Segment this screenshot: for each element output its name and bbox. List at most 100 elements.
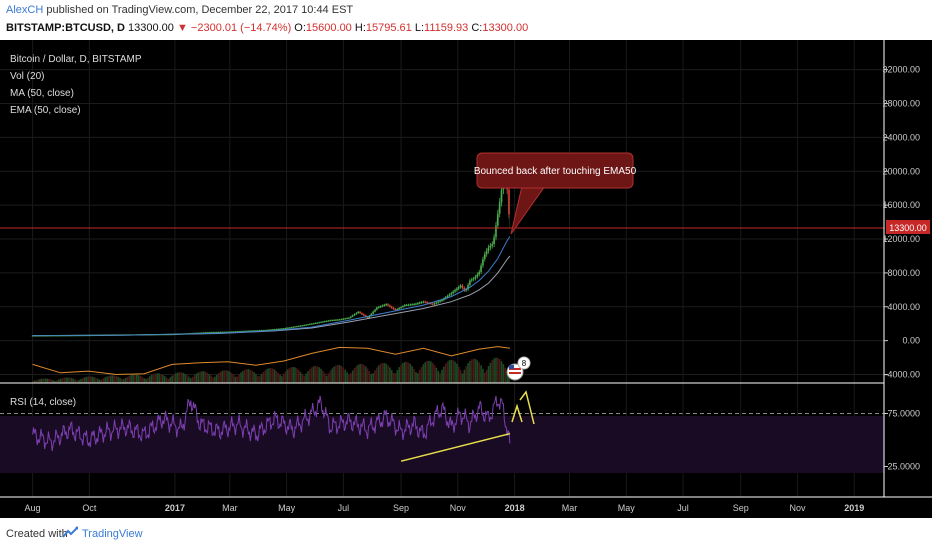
candle-body (497, 213, 499, 226)
volume-bar (33, 380, 36, 383)
volume-bar (394, 373, 397, 383)
volume-bar (167, 378, 170, 383)
candle-body (363, 314, 365, 316)
candle-body (403, 305, 406, 307)
volume-bar (342, 367, 345, 383)
candle-body (359, 311, 361, 314)
candle-body (361, 313, 363, 315)
volume-bar (331, 368, 333, 383)
volume-bar (234, 376, 237, 383)
volume-bar (361, 364, 363, 383)
volume-bar (242, 370, 244, 383)
open-value: 15600.00 (305, 22, 352, 34)
candle-body (342, 318, 345, 320)
candle-body (437, 301, 440, 303)
candle-body (364, 315, 367, 317)
annotation-callout[interactable]: Bounced back after touching EMA50 (474, 152, 637, 235)
candle-body (216, 332, 218, 334)
candle-body (463, 287, 466, 291)
candle-body (338, 319, 341, 321)
candle-body (290, 327, 293, 329)
callout-box[interactable] (476, 152, 634, 189)
volume-bar (264, 370, 266, 383)
legend-vol[interactable]: Vol (20) (10, 71, 44, 82)
volume-bar (338, 365, 341, 383)
candle-body (210, 332, 213, 334)
volume-bar (418, 369, 421, 383)
volume-bar (377, 365, 380, 383)
candle-body (277, 328, 280, 330)
volume-bar (476, 360, 479, 383)
volume-bar (489, 362, 492, 383)
volume-bar (379, 363, 382, 383)
volume-bar (173, 374, 175, 383)
price-tick-label: 24000.00 (882, 132, 920, 142)
volume-bar (288, 368, 291, 383)
candle-body (316, 322, 319, 324)
symbol-label[interactable]: BITSTAMP:BTCUSD, D (6, 22, 125, 34)
volume-bar (290, 367, 293, 383)
axis-labels: 32000.00 28000.00 24000.00 20000.00 16000.00… (25, 65, 920, 513)
candle-body (472, 278, 475, 280)
volume-bar (353, 367, 356, 383)
tradingview-brand[interactable]: TradingView (82, 528, 143, 540)
volume-bar (268, 368, 270, 383)
volume-bar (208, 374, 211, 383)
volume-bar (400, 364, 402, 383)
volume-bar (206, 372, 209, 383)
candle-body (223, 331, 226, 333)
volume-bar (134, 374, 136, 383)
price-tick-label: 16000.00 (882, 200, 920, 210)
legend-rsi[interactable]: RSI (14, close) (10, 397, 76, 408)
volume-bar (467, 363, 469, 383)
volume-bar (199, 371, 201, 383)
candle-body (417, 303, 419, 305)
price-tick-label: 20000.00 (882, 166, 920, 176)
chart-area[interactable]: 32000.00 28000.00 24000.00 20000.00 16000.00… (0, 40, 932, 518)
volume-bar (484, 372, 486, 383)
price-badge-text: 13300.00 (889, 223, 927, 233)
volume-bar (448, 360, 451, 383)
volume-bar (357, 364, 360, 383)
volume-bar (171, 375, 173, 383)
volume-bar (96, 378, 99, 383)
legend-ma[interactable]: MA (50, close) (10, 88, 74, 99)
candle-body (31, 335, 34, 337)
candle-body (348, 317, 350, 319)
volume-bar (91, 376, 93, 383)
volume-bar (376, 367, 378, 383)
published-text: published on TradingView.com, December 2… (46, 4, 354, 16)
candle-body (301, 325, 304, 327)
candle-body (495, 225, 497, 238)
volume-bar (417, 373, 419, 383)
volume-bar (469, 360, 471, 383)
volume-bar (204, 371, 207, 383)
candle-body (379, 306, 382, 308)
volume-bar (238, 374, 240, 383)
candle-body (329, 320, 332, 322)
volume-bar (122, 379, 125, 383)
time-tick-label: Aug (25, 503, 41, 513)
volume-bar (61, 378, 64, 383)
candle-body (377, 306, 380, 308)
candle-body (275, 329, 278, 331)
chart-svg[interactable]: 32000.00 28000.00 24000.00 20000.00 16000.00… (0, 40, 932, 518)
volume-bar (229, 371, 231, 383)
candle-body (286, 327, 289, 329)
volume-bar (482, 368, 484, 383)
candle-body (309, 324, 311, 326)
volume-bar (389, 367, 391, 383)
candle-body (305, 324, 307, 326)
author-link[interactable]: AlexCH (6, 4, 44, 16)
volume-bar (502, 364, 505, 383)
candle-body (336, 319, 339, 321)
volume-bar (188, 376, 190, 383)
volume-bar (310, 367, 313, 383)
volume-bar (424, 362, 427, 383)
volume-bar (426, 361, 428, 383)
candle-body (430, 303, 432, 305)
legend-ema[interactable]: EMA (50, close) (10, 105, 81, 116)
candle-body (478, 272, 481, 275)
event-marker[interactable]: 8 (506, 356, 531, 381)
candle-body (303, 325, 306, 327)
